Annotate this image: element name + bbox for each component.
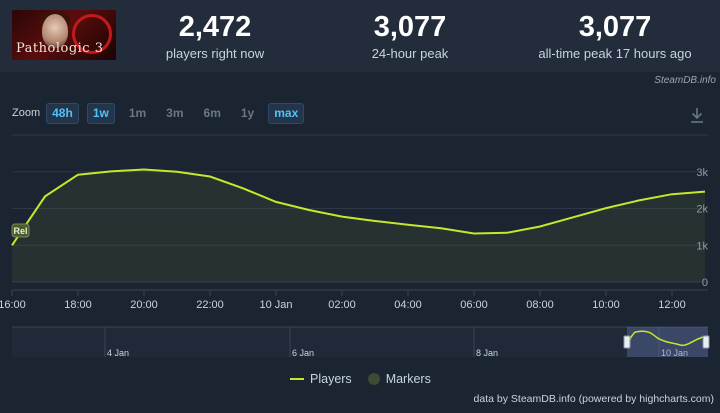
cover-face-graphic <box>42 14 68 48</box>
players-area <box>12 169 705 282</box>
release-marker-label: Rel <box>13 226 27 236</box>
navigator-right-handle[interactable] <box>702 335 710 349</box>
players-line <box>11 168 706 246</box>
y-tick-label: 0 <box>702 277 708 289</box>
y-axis-ticks: 0 1k 2k 3k <box>696 167 708 289</box>
zoom-label: Zoom <box>12 107 41 119</box>
line-layer <box>11 168 706 246</box>
cover-ring-graphic <box>72 14 112 54</box>
legend-markers-label: Markers <box>385 372 431 386</box>
x-tick-label: 18:00 <box>64 299 92 311</box>
release-marker <box>11 223 30 238</box>
x-tick-label: 20:00 <box>130 299 158 311</box>
game-cover-image[interactable]: Pathologic 3 <box>12 10 116 60</box>
navigator-tick-label: 10 Jan <box>661 348 688 358</box>
zoom-1y-button[interactable]: 1y <box>240 105 255 120</box>
marker-layer[interactable]: Rel <box>11 223 30 238</box>
legend-players-label: Players <box>310 372 352 386</box>
stat-value: 3,077 <box>578 11 652 43</box>
navigator-tick-label: 6 Jan <box>292 348 314 358</box>
y-tick-label: 3k <box>696 167 708 179</box>
y-tick-label: 1k <box>696 240 708 252</box>
x-tick-label: 12:00 <box>658 299 686 311</box>
stat-players-now: 2,472 players right now <box>150 10 280 62</box>
x-tick-label: 10:00 <box>592 299 620 311</box>
zoom-1w-button[interactable]: 1w <box>86 102 115 124</box>
download-icon[interactable] <box>689 106 705 124</box>
y-tick-label: 2k <box>696 204 708 216</box>
x-tick-label: 16:00 <box>0 299 26 311</box>
navigator-left-handle[interactable] <box>623 335 631 349</box>
navigator-series-line <box>626 330 709 349</box>
stat-value: 3,077 <box>373 11 447 43</box>
x-tick-label: 02:00 <box>328 299 356 311</box>
zoom-1m-button[interactable]: 1m <box>128 105 147 120</box>
x-tick-label: 08:00 <box>526 299 554 311</box>
x-tick-label: 04:00 <box>394 299 422 311</box>
legend-line-swatch <box>290 378 304 380</box>
legend-item-players[interactable]: Players <box>290 372 352 386</box>
navigator-tick-label: 8 Jan <box>476 348 498 358</box>
x-tick-label: 22:00 <box>196 299 224 311</box>
zoom-max-button[interactable]: max <box>268 102 305 124</box>
stat-label: 24-hour peak <box>371 46 449 61</box>
stat-label: all-time peak 17 hours ago <box>538 46 692 61</box>
x-axis-ticks: 16:00 18:00 20:00 22:00 10 Jan 02:00 04:00 06:0… <box>0 289 708 311</box>
zoom-controls: Zoom 48h 1w 1m 3m 6m 1y max <box>12 102 312 124</box>
zoom-3m-button[interactable]: 3m <box>166 105 184 120</box>
source-credit[interactable]: SteamDB.info <box>654 75 716 86</box>
stat-all-time-peak: 3,077 all-time peak 17 hours ago <box>520 10 710 62</box>
chart-legend: Players Markers <box>290 372 447 386</box>
area-layer <box>12 169 705 282</box>
grid-lines <box>12 134 708 283</box>
x-tick-label: 06:00 <box>460 299 488 311</box>
game-logo-text: Pathologic 3 <box>16 41 104 56</box>
navigator-track <box>12 327 708 357</box>
x-tick-label: 10 Jan <box>259 299 292 311</box>
stat-24h-peak: 3,077 24-hour peak <box>345 10 475 62</box>
zoom-6m-button[interactable]: 6m <box>203 105 221 120</box>
stat-value: 2,472 <box>178 11 252 43</box>
footer-credit[interactable]: data by SteamDB.info (powered by highcha… <box>473 393 714 405</box>
stat-label: players right now <box>165 46 265 61</box>
navigator[interactable]: 4 Jan 6 Jan 8 Jan 10 Jan <box>12 326 710 358</box>
navigator-tick-label: 4 Jan <box>107 348 129 358</box>
zoom-48h-button[interactable]: 48h <box>46 102 79 124</box>
legend-item-markers[interactable]: Markers <box>367 372 431 386</box>
legend-dot-swatch <box>367 373 380 385</box>
stats-header: Pathologic 3 2,472 players right now 3,0… <box>0 0 720 72</box>
